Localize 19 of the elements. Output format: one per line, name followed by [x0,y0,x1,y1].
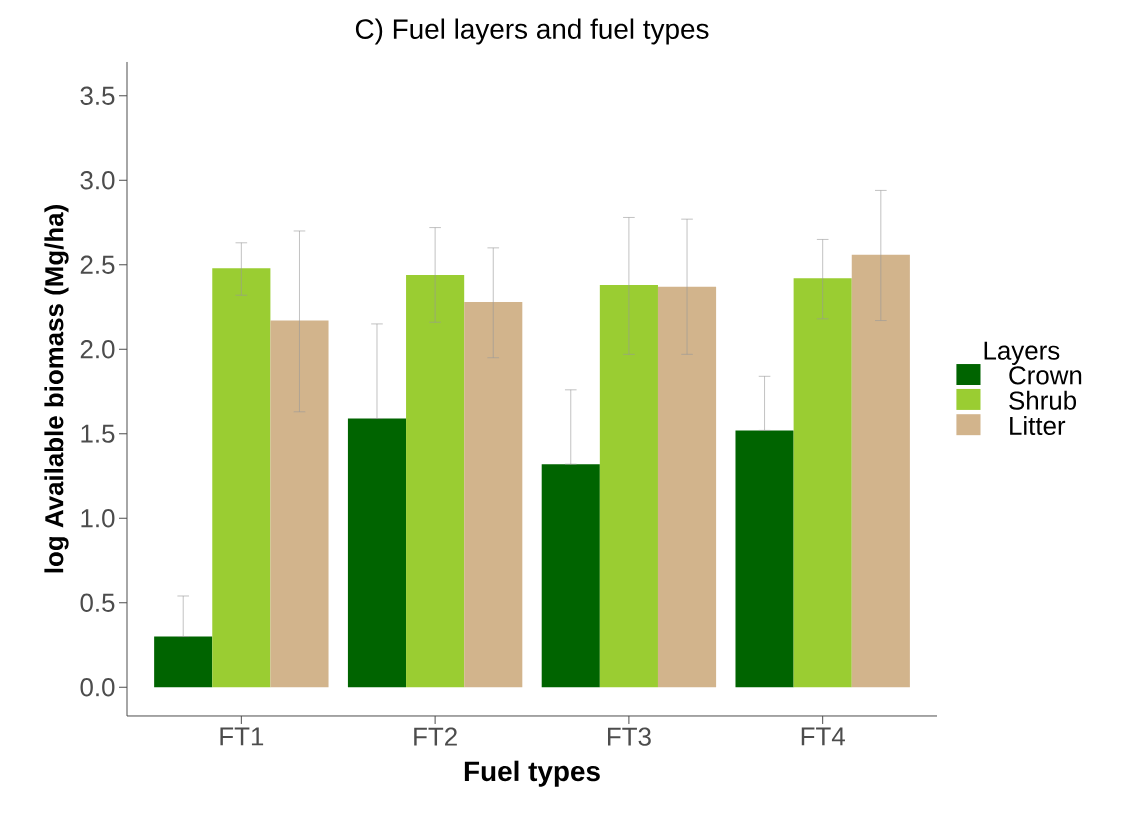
legend-label: Crown [1009,366,1082,385]
x-tick-label: FT3 [608,727,651,746]
x-tick-label: FT2 [414,727,457,746]
y-tick-label: 0.5 [80,593,115,612]
legend-label: Litter [1010,415,1066,435]
y-tick-label: 1.5 [81,424,115,443]
x-tick-label: FT4 [801,727,845,746]
x-tick-label: FT1 [220,727,264,746]
y-axis-title: log Available biomass (Mg/ha) [44,205,69,573]
y-tick-label: 0.0 [80,678,115,697]
y-tick-label: 3.0 [80,171,115,190]
y-tick-label: 1.0 [81,509,115,528]
chart-title: C) Fuel layers and fuel types [355,18,709,45]
y-tick-label: 2.0 [80,340,115,359]
legend-title: Layers [984,341,1060,365]
y-tick-label: 3.5 [80,86,115,105]
y-tick-label: 2.5 [80,255,115,274]
x-axis-title: Fuel types [464,760,600,787]
legend-label: Shrub [1009,390,1077,410]
